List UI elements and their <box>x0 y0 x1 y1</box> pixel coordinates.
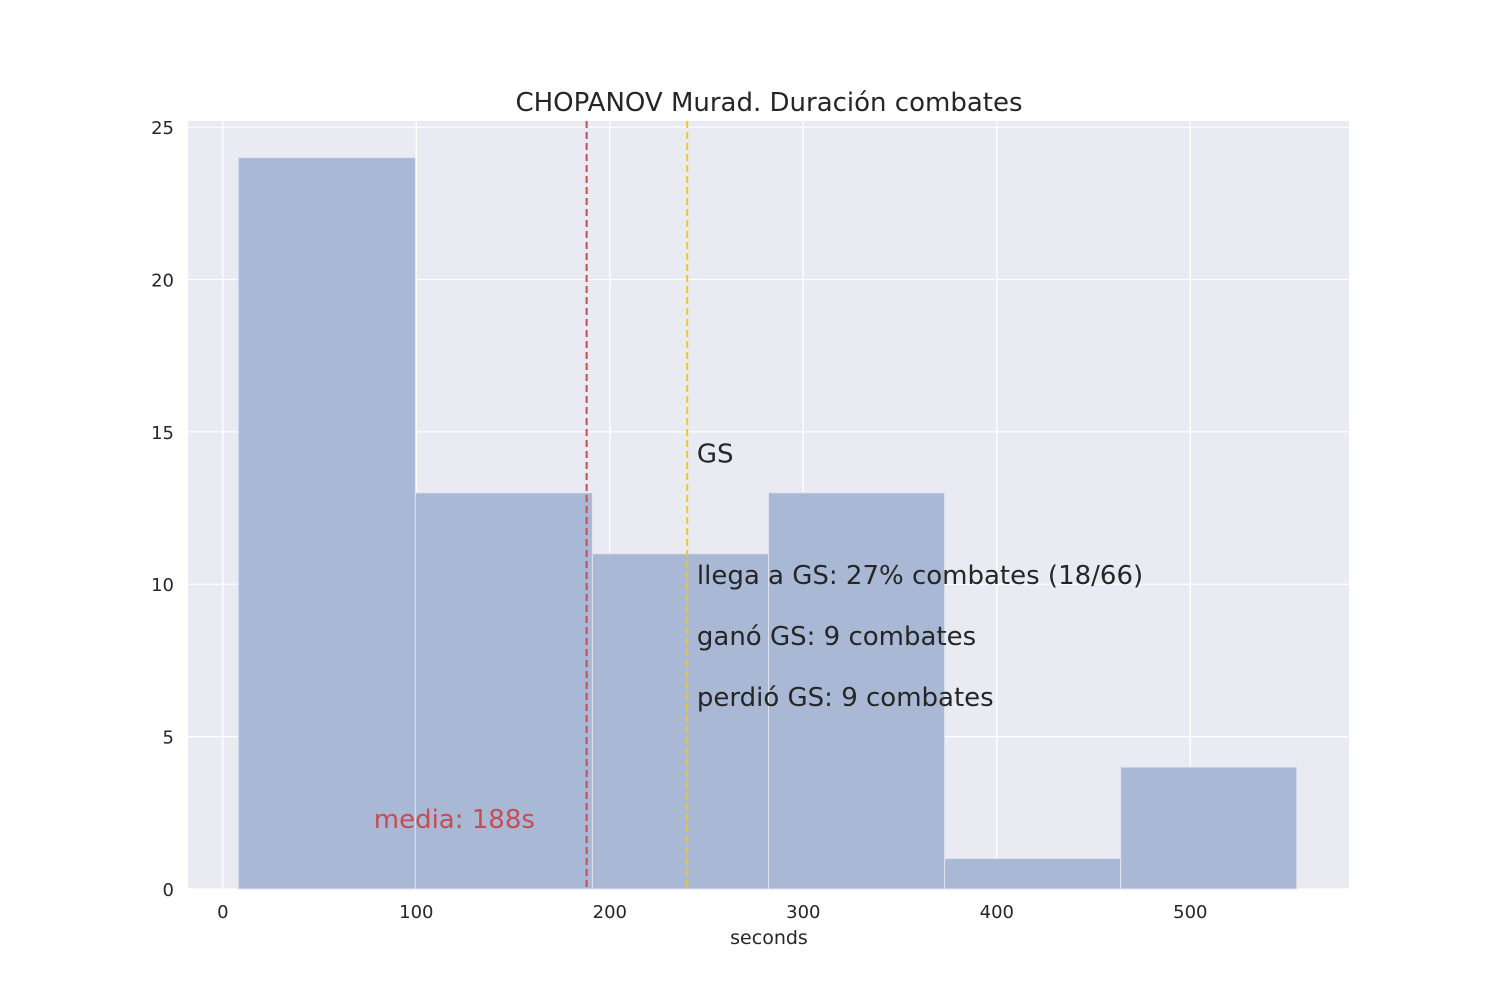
y-tick-label: 15 <box>151 423 174 444</box>
chart-title: CHOPANOV Murad. Duración combates <box>515 88 1022 118</box>
annotation-reach-gs: llega a GS: 27% combates (18/66) <box>697 561 1143 591</box>
annotation-lost-gs: perdió GS: 9 combates <box>697 683 994 713</box>
y-tick-label: 25 <box>151 118 174 139</box>
x-axis-ticks: 0 100 200 300 400 500 <box>217 902 1207 923</box>
annotations: media: 188s GS llega a GS: 27% combates … <box>374 439 1143 835</box>
y-tick-label: 0 <box>163 880 174 901</box>
y-axis-ticks: 0 5 10 15 20 25 <box>151 118 174 901</box>
x-tick-label: 100 <box>399 902 433 923</box>
y-tick-label: 5 <box>163 728 174 749</box>
y-tick-label: 10 <box>151 575 174 596</box>
x-axis-label: seconds <box>730 927 808 949</box>
x-tick-label: 500 <box>1173 902 1207 923</box>
reference-lines <box>585 121 689 889</box>
x-tick-label: 0 <box>217 902 228 923</box>
histogram-bar <box>237 157 416 890</box>
histogram-bar <box>591 553 769 890</box>
histogram-bars <box>237 157 1298 890</box>
annotation-won-gs: ganó GS: 9 combates <box>697 622 976 652</box>
y-tick-label: 20 <box>151 270 174 291</box>
histogram-bar <box>768 492 946 890</box>
mean-label: media: 188s <box>374 805 535 835</box>
x-tick-label: 200 <box>593 902 627 923</box>
x-tick-label: 300 <box>786 902 820 923</box>
histogram-bar <box>944 858 1122 890</box>
x-tick-label: 400 <box>980 902 1014 923</box>
gs-label: GS <box>697 439 734 469</box>
histogram-bar <box>1120 766 1298 890</box>
